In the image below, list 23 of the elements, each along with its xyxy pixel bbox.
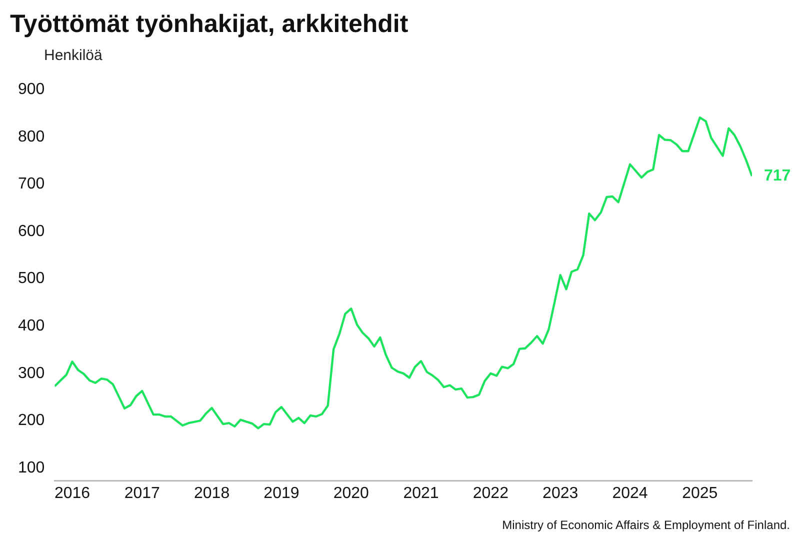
data-label: 717 xyxy=(764,168,791,185)
x-tick-label: 2022 xyxy=(472,484,509,502)
x-tick-label: 2017 xyxy=(124,484,160,502)
y-tick-label: 800 xyxy=(18,128,45,146)
x-tick-label: 2021 xyxy=(403,484,439,502)
x-tick-label: 2016 xyxy=(54,484,90,502)
y-axis-title: Henkilöä xyxy=(44,47,102,64)
y-tick-label: 900 xyxy=(18,81,45,98)
x-tick-label: 2024 xyxy=(612,484,648,502)
x-tick-label: 2019 xyxy=(264,484,300,502)
y-tick-label: 500 xyxy=(18,270,45,288)
y-tick-label: 100 xyxy=(18,459,45,476)
y-tick-label: 700 xyxy=(18,176,45,193)
chart-title: Työttömät työnhakijat, arkkitehdit xyxy=(10,10,408,39)
x-tick-label: 2023 xyxy=(542,484,578,502)
x-tick-label: 2020 xyxy=(333,484,370,502)
x-tick-label: 2025 xyxy=(682,484,718,502)
text: Ministry of Economic Affairs & Employment of Finland. xyxy=(502,518,790,532)
y-tick-label: 200 xyxy=(18,412,45,430)
y-tick-label: 300 xyxy=(18,364,45,382)
x-tick-label: 2018 xyxy=(194,484,230,502)
y-tick-label: 600 xyxy=(18,222,45,240)
y-tick-label: 400 xyxy=(18,318,45,335)
